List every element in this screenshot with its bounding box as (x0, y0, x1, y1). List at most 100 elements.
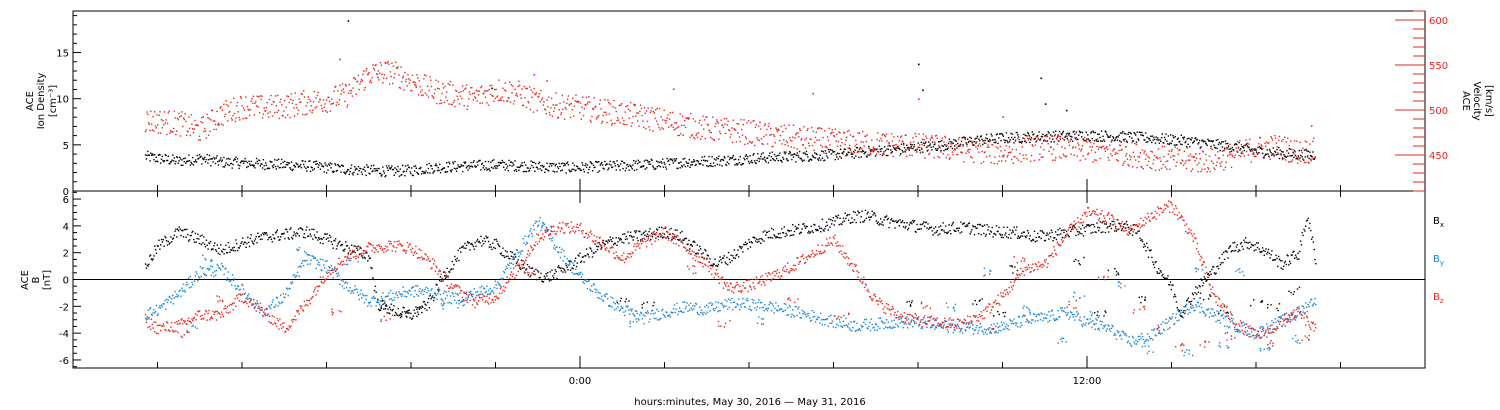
density-point (384, 175, 386, 178)
velocity-point (1225, 161, 1227, 164)
bx-point (1128, 231, 1130, 233)
velocity-point (810, 138, 812, 140)
velocity-point (552, 104, 554, 106)
by-point (408, 289, 410, 291)
by-point (219, 267, 221, 269)
by-point (367, 301, 370, 304)
density-point (518, 169, 520, 171)
velocity-point (1197, 170, 1199, 173)
density-point (820, 159, 822, 161)
velocity-point (433, 92, 436, 95)
bx-point (411, 318, 413, 320)
velocity-point (950, 143, 952, 145)
bx-point (918, 228, 920, 230)
velocity-point (1020, 161, 1022, 163)
density-point (1128, 136, 1131, 138)
velocity-point (262, 113, 265, 115)
density-point (969, 136, 971, 139)
velocity-point (640, 107, 643, 110)
bx-point (1210, 273, 1212, 275)
velocity-point (1172, 155, 1174, 157)
bx-point (451, 260, 453, 263)
velocity-point (408, 82, 411, 84)
density-point (1293, 150, 1296, 152)
by-point (198, 277, 201, 279)
density-point (1030, 139, 1032, 141)
bx-point (313, 228, 315, 231)
velocity-point (458, 103, 461, 105)
bx-point (499, 253, 502, 255)
bx-point (762, 231, 764, 233)
density-point (1052, 138, 1054, 140)
by-point (428, 295, 431, 297)
bx-point (578, 255, 580, 257)
density-point (173, 160, 175, 162)
bx-point (163, 245, 165, 247)
density-point (427, 167, 430, 170)
bx-point (754, 240, 757, 242)
velocity-point (826, 147, 828, 149)
bx-point (386, 312, 388, 314)
by-point (465, 297, 467, 299)
velocity-point (1123, 140, 1125, 142)
velocity-point (303, 90, 305, 92)
bx-point (308, 229, 311, 231)
density-point (414, 170, 416, 172)
bx-point (333, 239, 335, 242)
velocity-point (1128, 165, 1130, 167)
density-point (554, 171, 556, 173)
velocity-point (308, 98, 310, 101)
density-point (288, 162, 290, 164)
velocity-point (234, 120, 236, 123)
density-point (313, 168, 316, 170)
velocity-point (653, 112, 655, 114)
by-point (322, 259, 324, 261)
density-point (763, 158, 765, 160)
density-point (934, 143, 936, 145)
velocity-point (360, 81, 362, 83)
density-point (391, 165, 393, 167)
density-point (317, 166, 319, 168)
bx-point (1018, 237, 1020, 239)
bx-point (888, 226, 890, 229)
velocity-point (932, 146, 935, 148)
velocity-point (765, 134, 767, 136)
bx-point (1070, 228, 1073, 231)
velocity-point (688, 117, 690, 119)
density-point (962, 144, 964, 146)
bx-point (524, 272, 526, 274)
density-point (306, 166, 309, 168)
density-point (509, 161, 512, 163)
bx-point (269, 236, 271, 238)
density-point (147, 154, 150, 156)
bx-point (503, 256, 506, 259)
bx-point (592, 252, 595, 254)
density-point (1152, 139, 1154, 141)
density-point (1154, 138, 1156, 141)
density-point (798, 156, 800, 158)
density-point (1030, 137, 1033, 139)
bx-point (458, 259, 460, 262)
density-point (1109, 134, 1112, 137)
by-point (304, 260, 306, 262)
density-point (1074, 133, 1076, 135)
density-point (1211, 141, 1214, 143)
by-point (177, 295, 180, 297)
by-point (282, 293, 284, 295)
density-point (779, 152, 781, 154)
by-point (445, 291, 447, 293)
velocity-point (1038, 159, 1040, 161)
velocity-point (1192, 156, 1195, 158)
velocity-point (981, 150, 983, 152)
density-point (1275, 154, 1278, 156)
bx-excursion-point (1227, 312, 1229, 314)
velocity-point (1141, 166, 1143, 168)
bx-point (586, 253, 589, 255)
bx-point (979, 223, 982, 226)
velocity-point (467, 105, 469, 107)
bx-point (757, 239, 759, 241)
bx-point (1259, 250, 1261, 253)
density-point (881, 148, 883, 150)
velocity-point (1238, 154, 1240, 157)
by-point (170, 301, 172, 304)
